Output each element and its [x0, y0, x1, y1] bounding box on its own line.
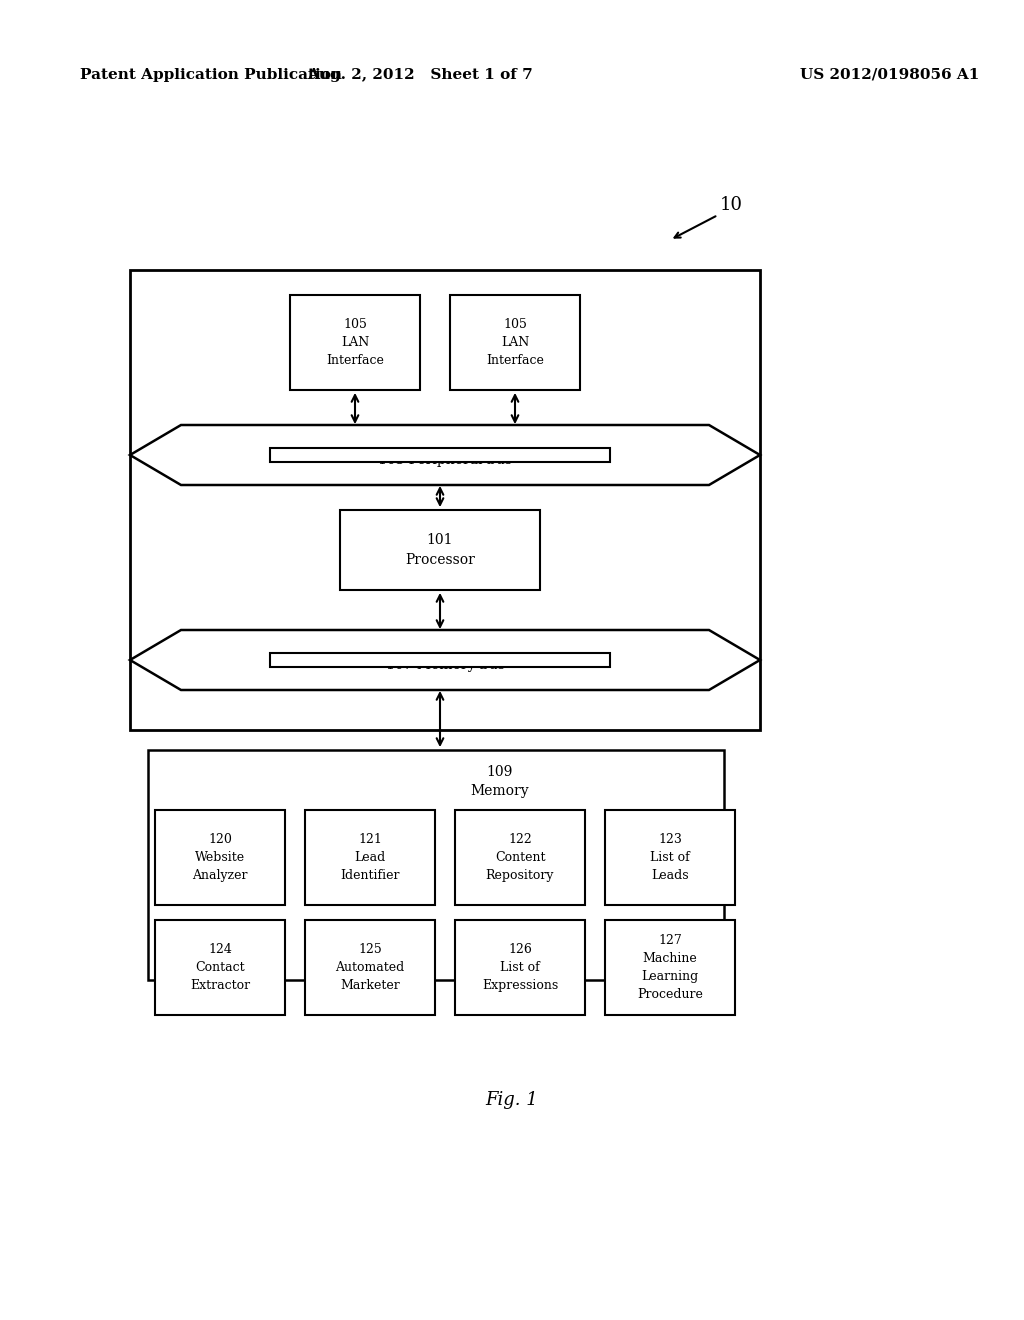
Bar	[270, 653, 610, 667]
Text: 101
Processor: 101 Processor	[406, 533, 475, 566]
Bar	[130, 271, 760, 730]
Text: 122
Content
Repository: 122 Content Repository	[485, 833, 554, 882]
Text: 107 Memory bus: 107 Memory bus	[386, 657, 505, 672]
Text: Fig. 1: Fig. 1	[485, 1092, 539, 1109]
Bar	[455, 810, 585, 906]
Bar	[148, 750, 724, 979]
Bar	[605, 810, 735, 906]
Bar	[270, 447, 610, 462]
Text: 103 Peripheral bus: 103 Peripheral bus	[378, 453, 512, 467]
Text: 120
Website
Analyzer: 120 Website Analyzer	[193, 833, 248, 882]
Bar	[605, 920, 735, 1015]
Text: 127
Machine
Learning
Procedure: 127 Machine Learning Procedure	[637, 935, 702, 1001]
Bar	[305, 810, 435, 906]
Text: 126
List of
Expressions: 126 List of Expressions	[482, 942, 558, 993]
Text: 123
List of
Leads: 123 List of Leads	[650, 833, 690, 882]
Text: 124
Contact
Extractor: 124 Contact Extractor	[189, 942, 250, 993]
Bar	[455, 920, 585, 1015]
Text: US 2012/0198056 A1: US 2012/0198056 A1	[800, 69, 979, 82]
Bar	[155, 920, 285, 1015]
Bar	[305, 920, 435, 1015]
Text: 105
LAN
Interface: 105 LAN Interface	[326, 318, 384, 367]
Text: 105
LAN
Interface: 105 LAN Interface	[486, 318, 544, 367]
Text: 109
Memory: 109 Memory	[471, 766, 529, 799]
Bar	[155, 810, 285, 906]
Text: Aug. 2, 2012   Sheet 1 of 7: Aug. 2, 2012 Sheet 1 of 7	[307, 69, 532, 82]
Text: 125
Automated
Marketer: 125 Automated Marketer	[336, 942, 404, 993]
Bar	[450, 294, 580, 389]
Text: Patent Application Publication: Patent Application Publication	[80, 69, 342, 82]
Bar	[340, 510, 540, 590]
Text: 10: 10	[720, 195, 743, 214]
Bar	[290, 294, 420, 389]
Text: 121
Lead
Identifier: 121 Lead Identifier	[340, 833, 399, 882]
